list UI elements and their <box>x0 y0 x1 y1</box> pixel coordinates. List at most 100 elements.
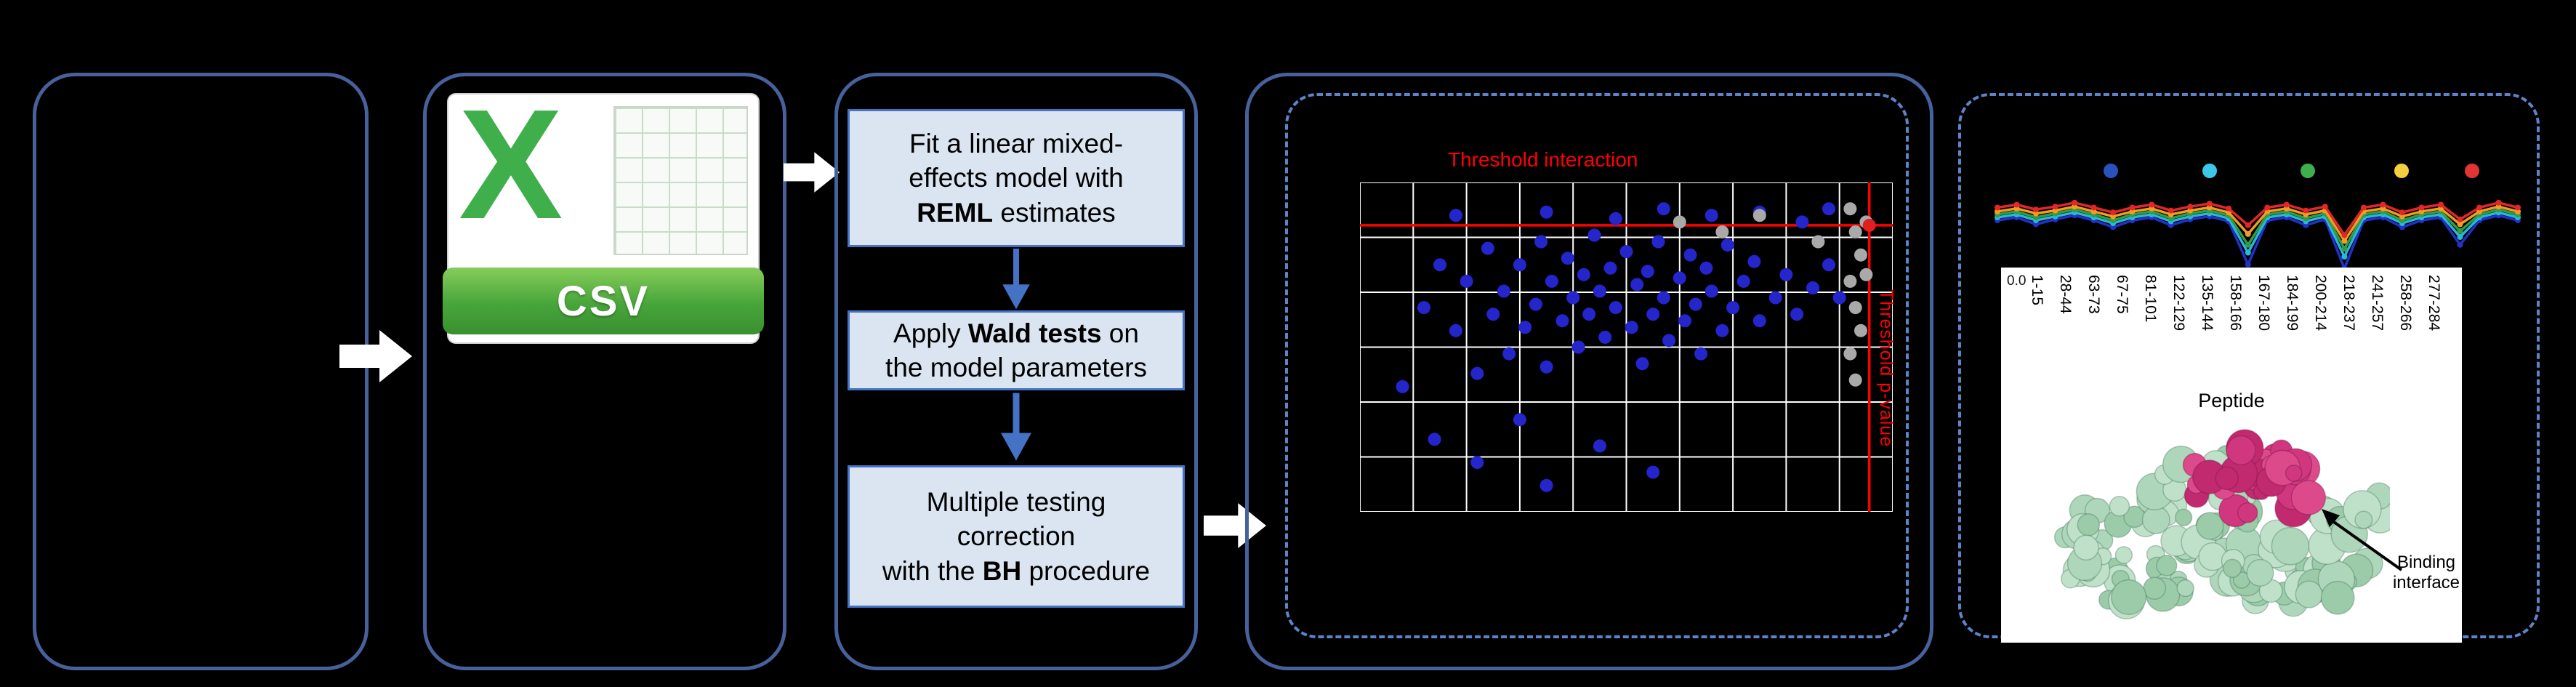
protein-blob <box>2176 579 2194 598</box>
peptide-tick-label: 28-44 <box>2056 275 2074 314</box>
uptake-series-line <box>1997 205 2519 243</box>
data-point <box>1571 340 1585 354</box>
peptide-tick-label: 63-73 <box>2085 275 2102 314</box>
protein-blob <box>2111 579 2147 615</box>
uptake-series-point <box>2264 204 2271 211</box>
data-point <box>1460 274 1473 288</box>
data-point <box>1449 209 1462 222</box>
panel-step-model <box>834 73 1198 670</box>
peptide-tick: 1-15 <box>2023 272 2051 395</box>
peptide-tick-label: 277-284 <box>2425 275 2442 332</box>
data-point <box>1646 465 1660 479</box>
peptide-tick-label: 1-15 <box>2028 275 2045 306</box>
uptake-series-point <box>2457 216 2463 222</box>
protein-blob <box>2141 505 2170 534</box>
peptide-tick-label: 258-266 <box>2396 275 2414 332</box>
peptide-tick: 135-144 <box>2193 272 2221 395</box>
data-point <box>1768 291 1782 305</box>
protein-blob <box>2285 465 2303 482</box>
data-point <box>1704 284 1718 298</box>
uptake-line-chart <box>1995 164 2521 272</box>
data-point <box>1843 274 1857 288</box>
data-point <box>1598 330 1612 344</box>
data-point <box>1513 258 1526 272</box>
peptide-tick-label: 218-237 <box>2340 275 2357 332</box>
data-point <box>1843 347 1857 361</box>
peptide-tick: 218-237 <box>2335 272 2363 395</box>
peptide-tick: 277-284 <box>2420 272 2448 395</box>
peptide-tick-label: 241-257 <box>2368 275 2386 332</box>
uptake-series-point <box>2495 199 2502 206</box>
threshold-interaction-label: Threshold interaction <box>1448 148 1638 171</box>
data-point <box>1720 238 1734 252</box>
panel-results-scatter <box>1245 73 1933 670</box>
box-wald-tests-text: Apply Wald tests on the model parameters <box>885 318 1147 382</box>
uptake-series-point <box>1995 204 2000 211</box>
data-point <box>1790 308 1804 321</box>
data-point <box>1662 334 1676 347</box>
data-point <box>1577 268 1590 281</box>
data-point <box>1848 301 1862 315</box>
legend-dot <box>2394 164 2409 178</box>
peptide-axis-label: Peptide <box>2198 390 2265 411</box>
flow-arrow-right-icon <box>339 330 412 382</box>
box-fit-model-text: Fit a linear mixed- effects model with R… <box>909 128 1124 228</box>
protein-blob <box>2109 496 2130 517</box>
data-point <box>1747 254 1761 268</box>
legend-dot <box>2301 164 2315 178</box>
data-point <box>1502 347 1516 361</box>
peptide-tick: 200-214 <box>2306 272 2335 395</box>
uptake-series-point <box>2341 232 2348 238</box>
uptake-series-point <box>2033 206 2039 213</box>
uptake-series-point <box>2129 204 2136 211</box>
legend-dot <box>2465 164 2479 178</box>
data-point <box>1854 324 1867 337</box>
data-point <box>1657 291 1670 305</box>
uptake-series-point <box>2149 201 2155 208</box>
threshold-pvalue-label: Threshold p-value <box>1876 289 1896 448</box>
uptake-series-point <box>2399 209 2405 216</box>
data-point <box>1486 308 1500 321</box>
data-point <box>1736 274 1750 288</box>
data-point <box>1673 271 1686 285</box>
data-point <box>1539 205 1553 219</box>
data-point <box>1678 314 1692 328</box>
uptake-series-point <box>2245 261 2251 268</box>
data-point <box>1603 261 1617 275</box>
uptake-series-point <box>2515 204 2521 211</box>
peptide-tick: 167-180 <box>2250 272 2278 395</box>
uptake-series-point <box>2245 241 2251 248</box>
data-point <box>1433 258 1446 272</box>
uptake-series-point <box>2303 207 2309 214</box>
box-multiple-testing: Multiple testing correction with the BH … <box>848 465 1185 608</box>
uptake-series-point <box>2187 204 2194 210</box>
peptide-tick-label: 81-101 <box>2141 275 2159 323</box>
uptake-series-point <box>2457 228 2463 234</box>
data-point <box>1625 321 1638 334</box>
data-point <box>1609 301 1622 315</box>
box-multiple-testing-text: Multiple testing correction with the BH … <box>882 486 1151 586</box>
protein-blob <box>2143 576 2167 600</box>
protein-blob <box>2114 546 2133 564</box>
data-point <box>1513 413 1526 427</box>
peptide-tick: 258-266 <box>2391 272 2420 395</box>
legend-dot <box>2202 164 2217 178</box>
data-point <box>1752 314 1766 328</box>
data-point <box>1593 439 1606 453</box>
protein-blob <box>2073 534 2099 561</box>
flow-arrow-down-icon <box>1002 249 1030 310</box>
data-point <box>1806 281 1819 294</box>
box-fit-model: Fit a linear mixed- effects model with R… <box>848 109 1185 247</box>
data-point <box>1561 252 1574 265</box>
csv-file-icon: X CSV <box>443 86 764 344</box>
protein-blob <box>2223 558 2242 578</box>
protein-blob <box>2290 480 2326 515</box>
peptide-tick: 28-44 <box>2051 272 2080 395</box>
protein-blob <box>2271 526 2310 566</box>
peptide-tick-label: 135-144 <box>2198 275 2215 332</box>
spreadsheet-grid-icon <box>613 106 748 255</box>
peptide-tick-label: 67-75 <box>2113 275 2130 314</box>
peptide-tick: 158-166 <box>2221 272 2250 395</box>
panel-step-input <box>33 73 369 670</box>
data-point <box>1518 321 1532 334</box>
